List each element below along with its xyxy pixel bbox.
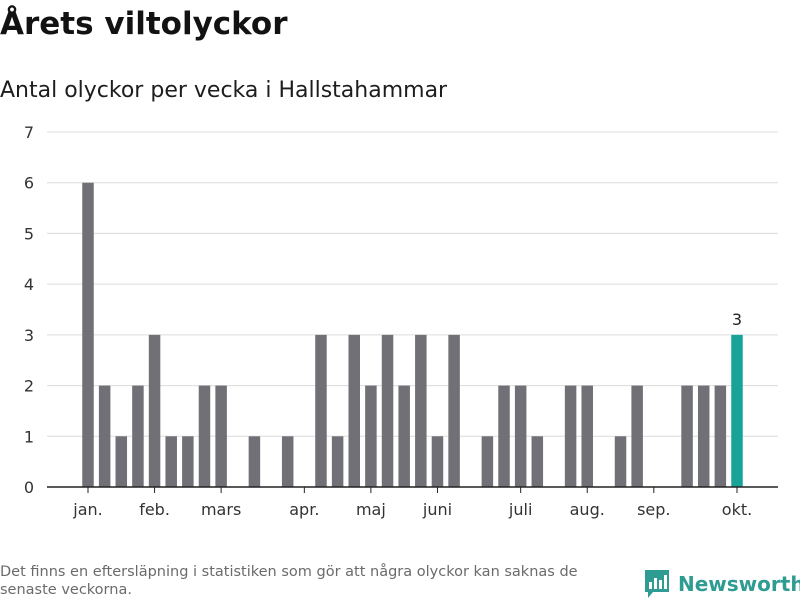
bar (331, 436, 344, 487)
x-tick-label: mars (201, 500, 241, 519)
bar (681, 385, 693, 487)
chart-subtitle: Antal olyckor per vecka i Hallstahammar (0, 78, 448, 103)
bar (531, 436, 544, 487)
y-tick-label: 3 (24, 326, 34, 345)
x-tick-label: aug. (570, 500, 605, 519)
bar (514, 385, 527, 487)
x-tick-label: maj (356, 500, 386, 519)
x-tick-label: jan. (72, 500, 102, 519)
y-tick-label: 7 (24, 123, 34, 142)
bar (381, 334, 394, 487)
bar (714, 385, 727, 487)
bar (315, 334, 327, 487)
bar (448, 334, 460, 487)
bar (481, 436, 494, 487)
brand-name: Newsworthy (678, 572, 800, 596)
bar (564, 385, 577, 487)
bar (581, 385, 593, 487)
bar (148, 334, 161, 487)
bar (248, 436, 261, 487)
bar (498, 385, 510, 487)
y-tick-label: 2 (24, 377, 34, 396)
newsworthy-logo-icon (645, 570, 669, 598)
data-label: 3 (732, 310, 742, 329)
x-tick-label: apr. (289, 500, 319, 519)
bar (182, 436, 194, 487)
footnote: Det finns en eftersläpning i statistiken… (0, 564, 578, 598)
bar (132, 385, 144, 487)
x-tick-label: sep. (637, 500, 670, 519)
bar (431, 436, 444, 487)
bar-highlight (731, 334, 743, 487)
bar (415, 334, 427, 487)
bar (281, 436, 294, 487)
bar (348, 334, 361, 487)
bar (631, 385, 643, 487)
bar (697, 385, 710, 487)
y-tick-label: 0 (24, 478, 34, 497)
brand-logo: Newsworthy (644, 568, 800, 600)
y-tick-label: 4 (24, 275, 34, 294)
x-tick-label: okt. (722, 500, 752, 519)
y-tick-label: 5 (24, 224, 34, 243)
x-tick-label: juni (422, 500, 452, 519)
x-tick-label: juli (508, 500, 532, 519)
x-tick-label: feb. (139, 500, 170, 519)
y-tick-label: 1 (24, 427, 34, 446)
bar (215, 385, 227, 487)
bar (115, 436, 128, 487)
bar (398, 385, 410, 487)
bar (165, 436, 177, 487)
y-tick-label: 6 (24, 174, 34, 193)
chart-title: Årets viltolyckor (0, 6, 288, 42)
bar-chart: 0 1 2 3 4 5 6 7 3 jan. feb. mars apr. maj juni juli aug.… (24, 123, 778, 519)
bar (82, 182, 94, 487)
bar (614, 436, 627, 487)
bar (365, 385, 377, 487)
bar (98, 385, 111, 487)
bar (198, 385, 211, 487)
